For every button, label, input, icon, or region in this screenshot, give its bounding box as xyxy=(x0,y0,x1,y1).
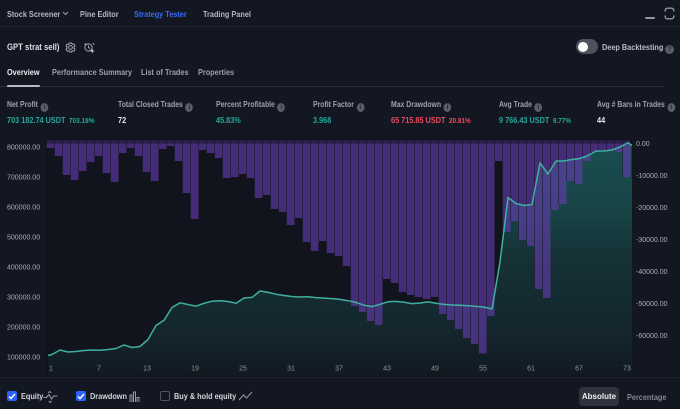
svg-text:300000.00: 300000.00 xyxy=(7,295,40,302)
svg-text:-30000.00: -30000.00 xyxy=(636,237,668,244)
svg-text:800000.00: 800000.00 xyxy=(7,145,40,152)
svg-text:200000.00: 200000.00 xyxy=(7,325,40,332)
svg-text:55: 55 xyxy=(479,366,487,373)
svg-text:-10000.00: -10000.00 xyxy=(636,173,668,180)
svg-text:-40000.00: -40000.00 xyxy=(636,269,668,276)
svg-text:500000.00: 500000.00 xyxy=(7,235,40,242)
svg-text:43: 43 xyxy=(383,366,391,373)
svg-text:-60000.00: -60000.00 xyxy=(636,333,668,340)
svg-text:31: 31 xyxy=(287,366,295,373)
svg-text:49: 49 xyxy=(431,366,439,373)
svg-text:400000.00: 400000.00 xyxy=(7,265,40,272)
svg-text:25: 25 xyxy=(239,366,247,373)
svg-text:13: 13 xyxy=(143,366,151,373)
svg-text:0.00: 0.00 xyxy=(636,141,650,148)
svg-text:61: 61 xyxy=(527,366,535,373)
svg-text:600000.00: 600000.00 xyxy=(7,205,40,212)
svg-text:37: 37 xyxy=(335,366,343,373)
svg-text:67: 67 xyxy=(575,366,583,373)
svg-text:1: 1 xyxy=(49,366,53,373)
svg-text:100000.00: 100000.00 xyxy=(7,355,40,362)
svg-text:19: 19 xyxy=(191,366,199,373)
svg-text:7: 7 xyxy=(97,366,101,373)
svg-text:-50000.00: -50000.00 xyxy=(636,301,668,308)
svg-text:700000.00: 700000.00 xyxy=(7,175,40,182)
svg-text:73: 73 xyxy=(623,366,631,373)
svg-text:-20000.00: -20000.00 xyxy=(636,205,668,212)
